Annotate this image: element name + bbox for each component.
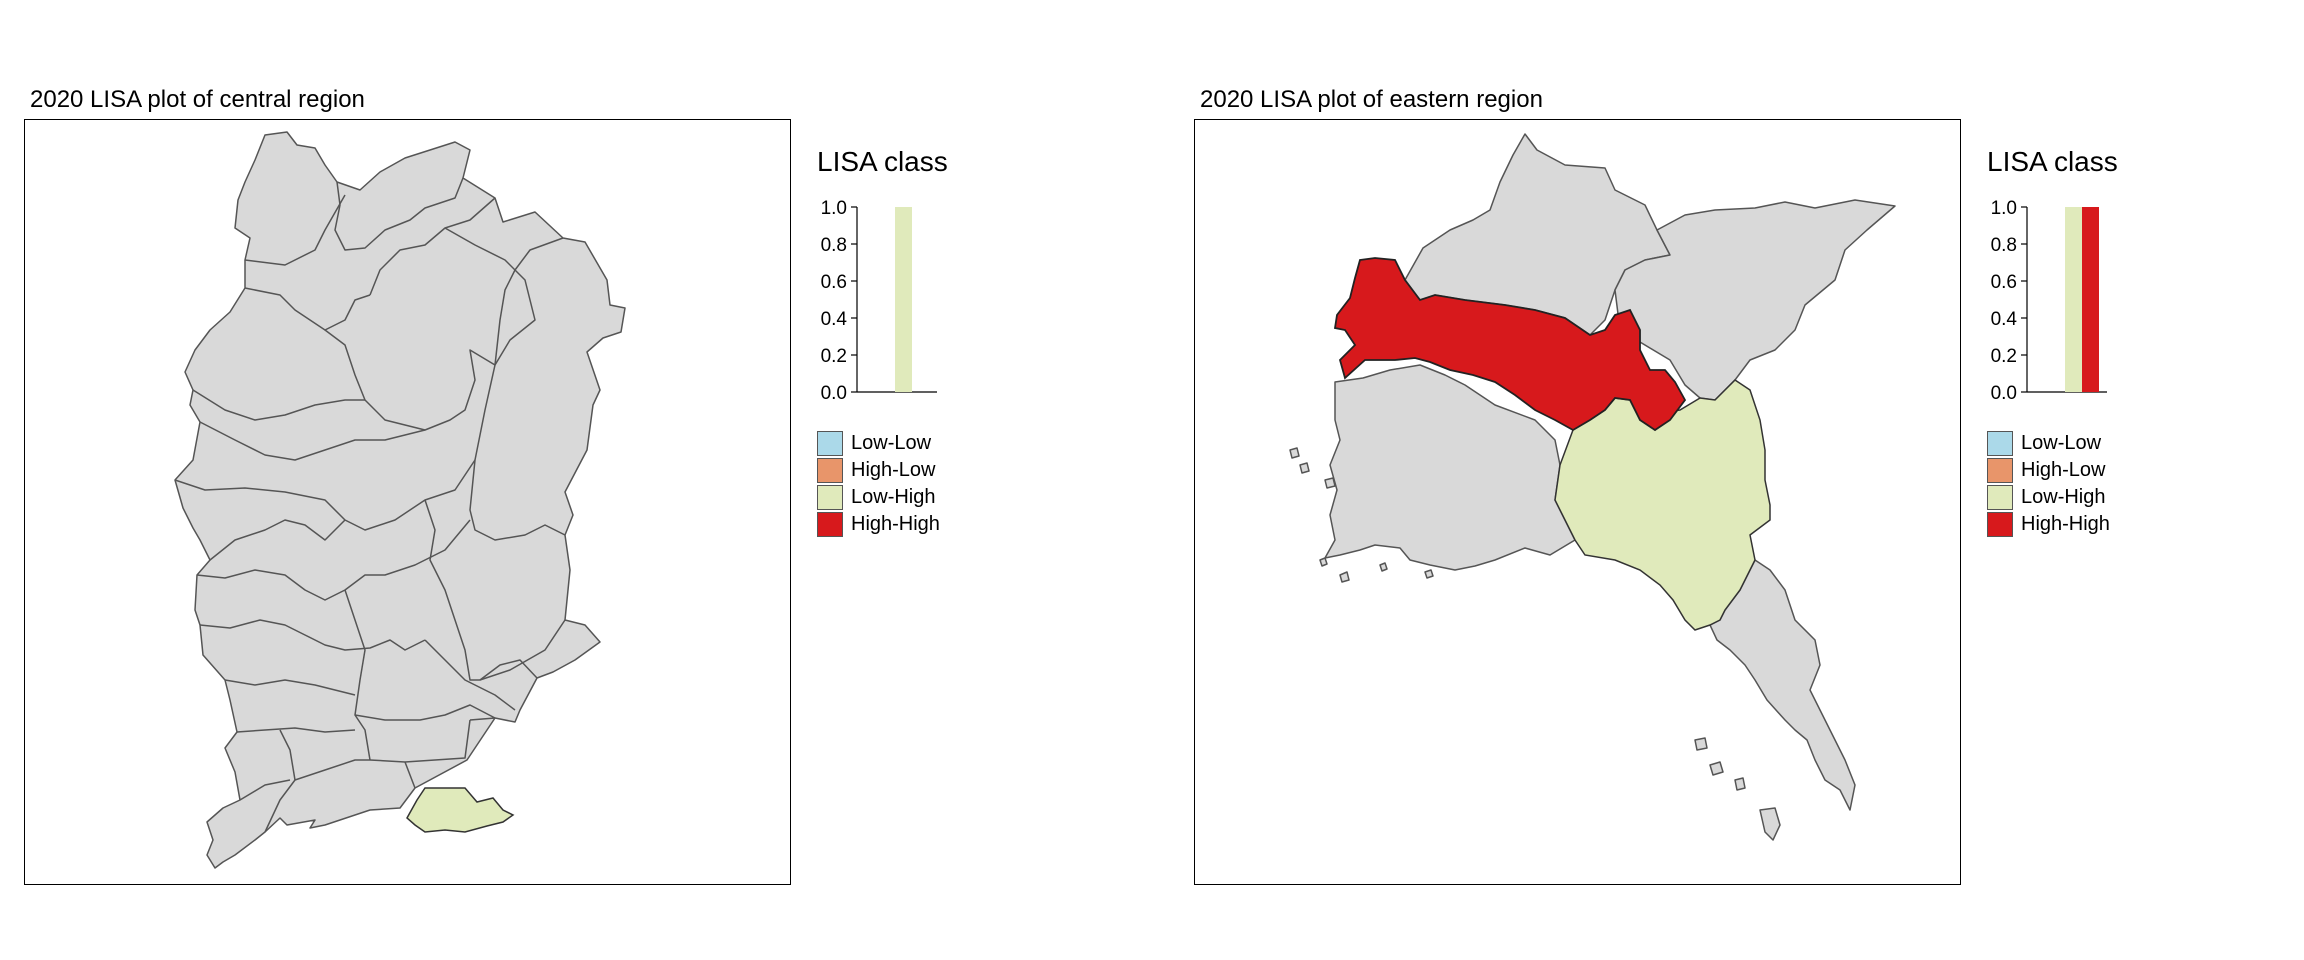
legend-histogram: 0.0 0.2 0.4 0.6 0.8 1.0 <box>1991 198 2107 404</box>
legend-label: High-Low <box>851 459 936 481</box>
hist-tick-label: 0.4 <box>821 309 848 330</box>
province-north-east <box>1614 199 1896 401</box>
legend-items: Low-Low High-Low Low-High High-High <box>817 430 940 538</box>
legend-item-high-low: High-Low <box>1987 457 2110 484</box>
map-frame <box>1194 119 1961 885</box>
legend-swatch <box>1987 485 2013 510</box>
legend-swatch <box>817 512 843 537</box>
hist-tick-label: 1.0 <box>1991 198 2017 219</box>
hist-tick-label: 0.8 <box>821 235 847 256</box>
map-title: 2020 LISA plot of eastern region <box>1200 86 1543 113</box>
legend-swatch <box>1987 431 2013 456</box>
legend-title: LISA class <box>817 146 948 177</box>
central-region-outline <box>174 131 626 869</box>
central-region-map <box>174 131 626 869</box>
legend-items: Low-Low High-Low Low-High High-High <box>1987 430 2110 538</box>
legend-item-high-high: High-High <box>1987 511 2110 538</box>
panel-central: 2020 LISA plot of central region <box>24 86 1017 885</box>
province-south-west <box>1324 364 1576 571</box>
eastern-region-map <box>1289 133 1896 841</box>
high-high-province <box>1333 257 1687 432</box>
hist-tick-label: 0.0 <box>821 383 847 404</box>
legend-swatch <box>817 458 843 483</box>
legend-histogram: 0.0 0.2 0.4 0.6 0.8 1.0 <box>821 198 937 404</box>
hist-tick-label: 0.4 <box>1991 309 2018 330</box>
legend-swatch <box>1987 458 2013 483</box>
legend-label: High-Low <box>2021 459 2106 481</box>
legend-item-low-high: Low-High <box>1987 484 2110 511</box>
legend: LISA class 0.0 0.2 0.4 0.6 0.8 1.0 Low-Low Hig… <box>1987 140 2187 560</box>
legend-swatch <box>817 431 843 456</box>
map-title: 2020 LISA plot of central region <box>30 86 365 113</box>
hist-tick-label: 0.0 <box>1991 383 2017 404</box>
hist-bar-low-high <box>2065 207 2082 392</box>
hist-bar-high-high <box>2082 207 2099 392</box>
legend-swatch <box>1987 512 2013 537</box>
province-south-east <box>1709 559 1856 811</box>
legend-item-low-high: Low-High <box>817 484 940 511</box>
panel-eastern: 2020 LISA plot of eastern region <box>1170 0 2304 960</box>
legend-label: High-High <box>851 513 940 535</box>
legend-title: LISA class <box>1987 146 2118 177</box>
hist-tick-label: 0.2 <box>1991 346 2017 367</box>
legend-item-high-low: High-Low <box>817 457 940 484</box>
legend-label: Low-Low <box>851 432 932 454</box>
legend-swatch <box>817 485 843 510</box>
hist-tick-label: 1.0 <box>821 198 847 219</box>
map-frame <box>24 119 791 885</box>
hist-tick-label: 0.2 <box>821 346 847 367</box>
legend-item-low-low: Low-Low <box>817 430 940 457</box>
legend: LISA class 0.0 0.2 0.4 0.6 0.8 1.0 Low-Low Hig… <box>817 140 1017 560</box>
legend-item-high-high: High-High <box>817 511 940 538</box>
hist-tick-label: 0.6 <box>1991 272 2017 293</box>
hist-bar-low-high <box>895 207 912 392</box>
legend-label: Low-High <box>2021 486 2106 508</box>
legend-label: High-High <box>2021 513 2110 535</box>
legend-label: Low-High <box>851 486 936 508</box>
legend-label: Low-Low <box>2021 432 2102 454</box>
low-high-district <box>406 787 515 833</box>
hist-tick-label: 0.6 <box>821 272 847 293</box>
hist-tick-label: 0.8 <box>1991 235 2017 256</box>
legend-item-low-low: Low-Low <box>1987 430 2110 457</box>
